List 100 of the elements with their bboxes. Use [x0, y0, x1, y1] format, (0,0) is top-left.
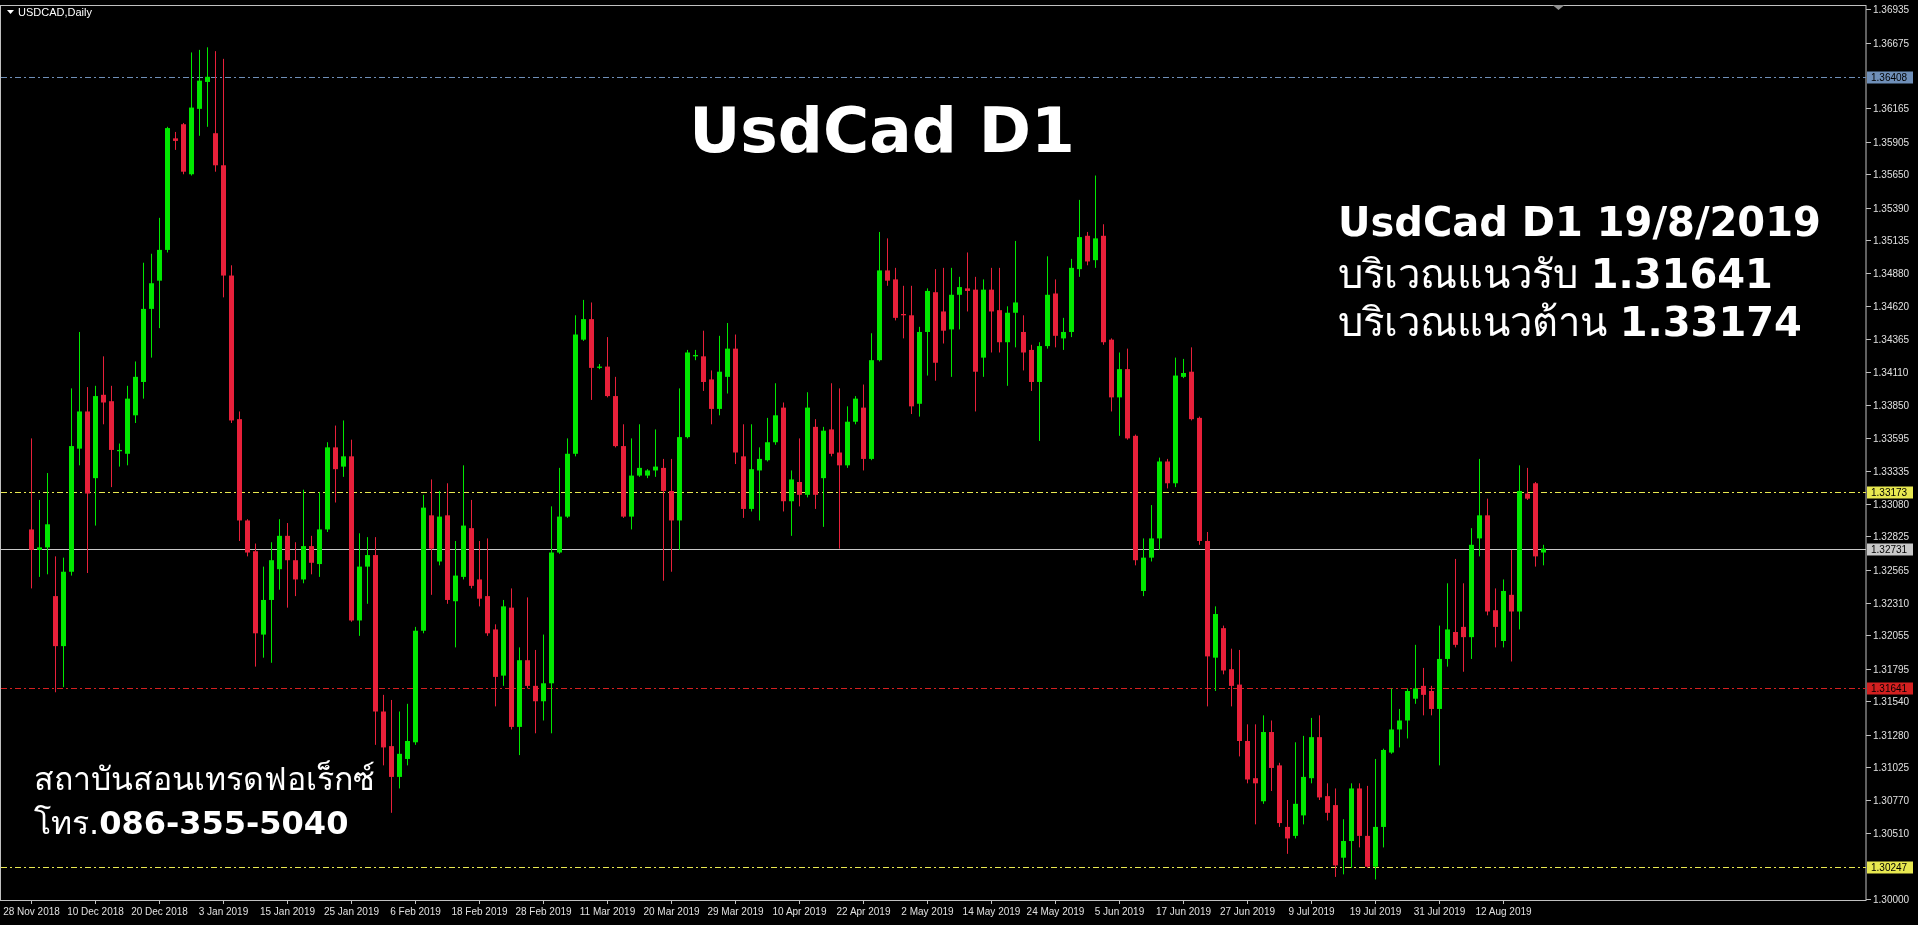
candlestick: [1325, 782, 1330, 821]
candlestick: [1181, 358, 1186, 379]
x-tick-label: 19 Jul 2019: [1349, 906, 1402, 917]
y-tick-label: 1.32565: [1873, 565, 1910, 576]
candlestick: [29, 437, 34, 589]
candlestick: [965, 251, 970, 312]
y-tick-label: 1.31540: [1873, 696, 1910, 707]
y-tick-label: 1.30770: [1873, 795, 1910, 806]
candlestick: [1509, 549, 1514, 662]
candlestick: [1341, 818, 1346, 875]
y-tick-label: 1.31795: [1873, 664, 1910, 675]
candlestick: [205, 46, 210, 128]
x-tick-label: 15 Jan 2019: [259, 906, 316, 917]
y-tick-label: 1.35650: [1873, 169, 1910, 180]
y-tick-label: 1.33335: [1873, 466, 1910, 477]
candlestick: [637, 423, 642, 478]
candlestick: [1397, 708, 1402, 748]
candlestick: [405, 703, 410, 766]
candlestick: [797, 437, 802, 507]
y-tick-label: 1.33850: [1873, 400, 1910, 411]
annotation: บริเวณแนวรับ 1.31641: [1338, 251, 1773, 297]
annotation: USDCAD,Daily: [18, 6, 93, 18]
candlestick: [1149, 504, 1154, 562]
annotation: บริเวณแนวต้าน 1.33174: [1338, 299, 1802, 345]
y-tick-label: 1.36165: [1873, 103, 1910, 114]
candlestick: [837, 387, 842, 550]
candlestick: [1013, 240, 1018, 348]
x-tick-label: 29 Mar 2019: [707, 906, 765, 917]
y-tick-label: 1.36935: [1873, 4, 1910, 15]
x-tick-label: 11 Mar 2019: [579, 906, 636, 917]
ref-line-label: 1.32731: [1871, 544, 1908, 555]
x-tick-label: 6 Feb 2019: [390, 906, 442, 917]
candlestick: [1421, 667, 1426, 716]
x-tick-label: 5 Jun 2019: [1094, 906, 1145, 917]
candlestick: [1429, 685, 1434, 716]
ref-line-label: 1.36408: [1871, 72, 1908, 83]
y-tick-label: 1.34110: [1873, 367, 1909, 378]
candlestick: [1525, 467, 1530, 501]
y-tick-label: 1.32825: [1873, 531, 1910, 542]
annotation: สถาบันสอนเทรดฟอเร็กซ์: [34, 760, 375, 798]
candlestick: [1021, 314, 1026, 371]
candlestick: [309, 535, 314, 575]
candlestick: [293, 541, 298, 597]
candlestick: [1093, 175, 1098, 269]
y-tick-label: 1.33080: [1873, 499, 1910, 510]
x-tick-label: 18 Feb 2019: [451, 906, 509, 917]
candlestick: [1493, 587, 1498, 648]
candlestick: [45, 472, 50, 575]
x-tick-label: 10 Apr 2019: [772, 906, 827, 917]
x-tick-label: 3 Jan 2019: [198, 906, 249, 917]
candlestick: [341, 419, 346, 478]
candlestick: [989, 267, 994, 353]
candlestick: [765, 417, 770, 462]
candlestick: [941, 267, 946, 345]
candlestick: [1453, 558, 1458, 648]
candlestick: [37, 499, 42, 578]
candlestick: [1253, 723, 1258, 825]
y-tick-label: 1.34365: [1873, 334, 1910, 345]
y-tick-label: 1.34880: [1873, 268, 1910, 279]
annotation: โทร.086-355-5040: [34, 804, 349, 842]
ref-line-label: 1.31641: [1871, 683, 1908, 694]
x-tick-label: 25 Jan 2019: [323, 906, 380, 917]
y-tick-label: 1.35135: [1873, 235, 1910, 246]
y-tick-label: 1.32310: [1873, 598, 1910, 609]
x-tick-label: 28 Feb 2019: [515, 906, 573, 917]
candlestick: [1229, 648, 1234, 707]
candlestick: [1285, 799, 1290, 855]
candlestick: [1389, 687, 1394, 755]
ref-line-label: 1.30247: [1871, 862, 1908, 873]
candlestick: [333, 425, 338, 504]
y-tick-label: 1.35390: [1873, 203, 1910, 214]
x-tick-label: 14 May 2019: [962, 906, 1021, 917]
candlestick: [541, 634, 546, 721]
y-tick-label: 1.30000: [1873, 894, 1910, 905]
y-tick-label: 1.36675: [1873, 38, 1910, 49]
x-tick-label: 12 Aug 2019: [1475, 906, 1533, 917]
ref-line-label: 1.33173: [1871, 487, 1908, 498]
candlestick: [957, 276, 962, 330]
candlestick: [757, 446, 762, 521]
y-tick-label: 1.32055: [1873, 630, 1910, 641]
x-tick-label: 20 Dec 2018: [131, 906, 189, 917]
candlestick: [477, 540, 482, 607]
y-tick-label: 1.33595: [1873, 433, 1910, 444]
x-tick-label: 22 Apr 2019: [836, 906, 891, 917]
y-tick-label: 1.30510: [1873, 828, 1910, 839]
x-tick-label: 24 May 2019: [1026, 906, 1085, 917]
x-tick-label: 27 Jun 2019: [1219, 906, 1276, 917]
candlestick: [1061, 317, 1066, 351]
y-tick-label: 1.35905: [1873, 137, 1910, 148]
candlestick: [533, 649, 538, 734]
candlestick: [101, 355, 106, 425]
x-tick-label: 10 Dec 2018: [67, 906, 125, 917]
candlestick: [1413, 644, 1418, 705]
candlestick: [1477, 458, 1482, 557]
candlestick: [1461, 582, 1466, 673]
candlestick: [1541, 544, 1546, 566]
y-tick-label: 1.31280: [1873, 730, 1910, 741]
text: UsdCad D1: [689, 94, 1075, 167]
x-tick-label: 31 Jul 2019: [1413, 906, 1466, 917]
x-tick-label: 20 Mar 2019: [643, 906, 701, 917]
